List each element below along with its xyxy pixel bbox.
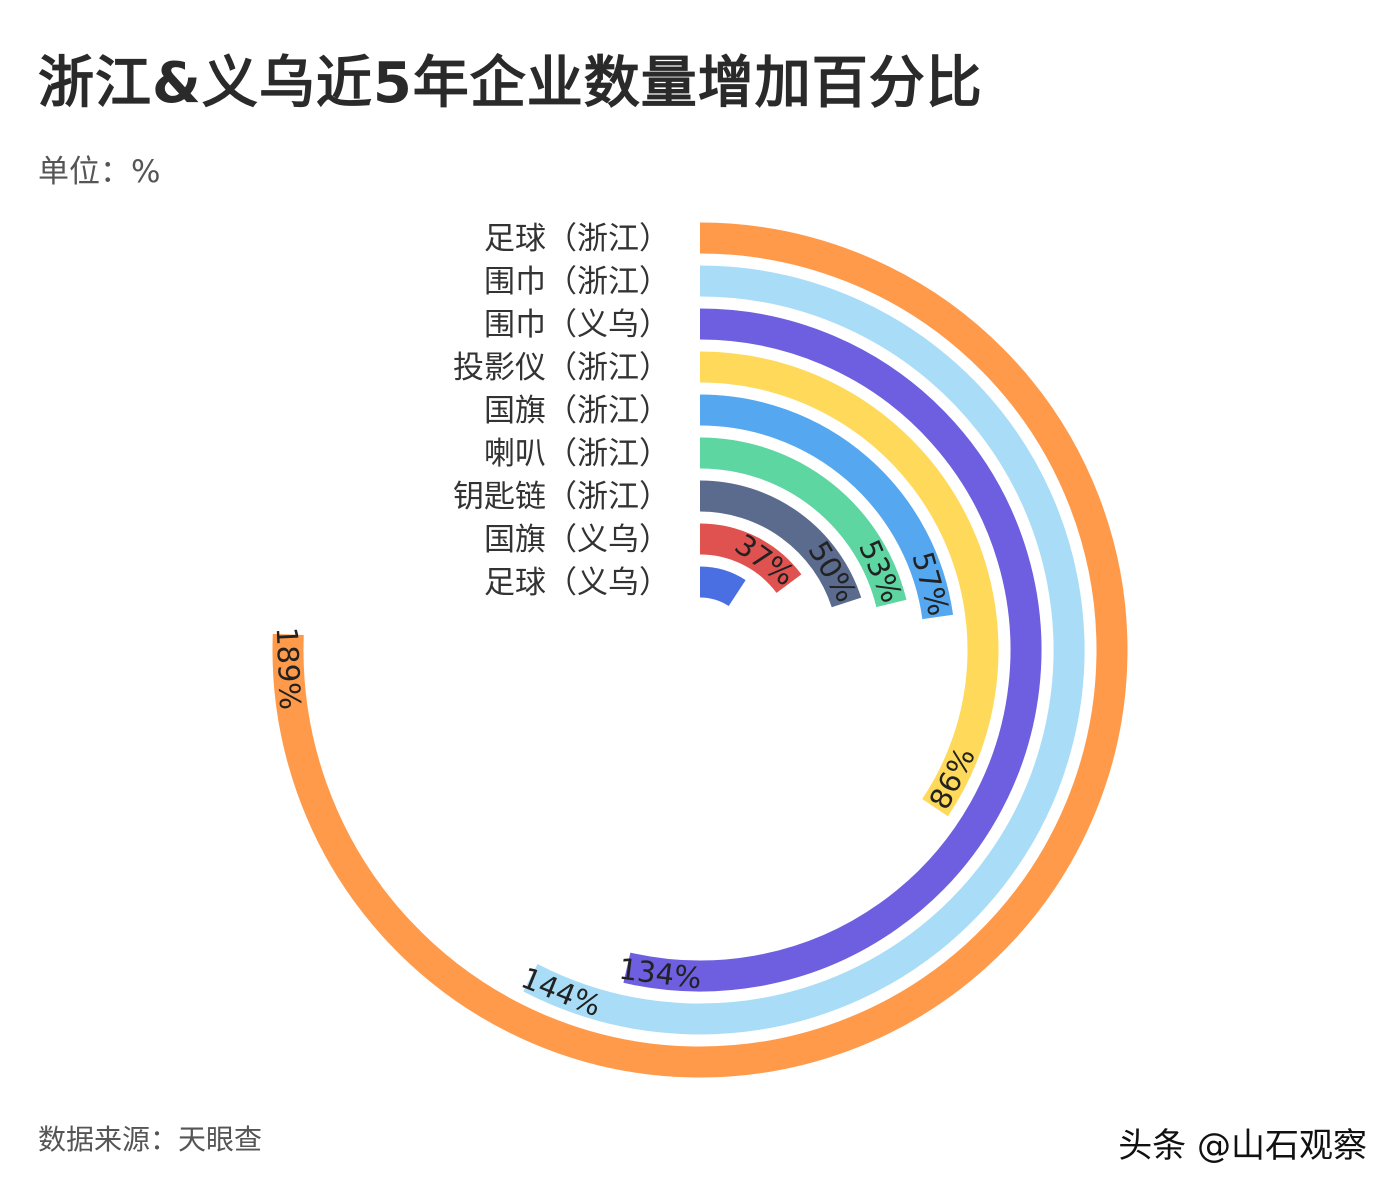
category-label-8: 足球（义乌） <box>484 565 670 601</box>
category-label-5: 喇叭（浙江） <box>484 436 670 472</box>
radial-bar-3 <box>699 351 999 817</box>
category-label-3: 投影仪（浙江） <box>453 350 670 386</box>
watermark: 头条 @山石观察 <box>1118 1126 1367 1166</box>
value-label-2: 134% <box>617 952 703 996</box>
value-label-0: 189% <box>270 626 308 710</box>
unit-label: 单位：% <box>38 154 161 190</box>
category-label-4: 国旗（浙江） <box>484 393 670 429</box>
radial-bar-2 <box>623 308 1042 992</box>
category-label-2: 围巾（义乌） <box>484 307 670 343</box>
value-label-4: 57% <box>905 548 955 619</box>
category-label-7: 国旗（义乌） <box>484 522 670 558</box>
category-label-1: 围巾（浙江） <box>484 264 670 300</box>
radial-bar-8 <box>699 566 746 607</box>
radial-bar-0 <box>272 222 1128 1078</box>
category-label-6: 钥匙链（浙江） <box>453 479 670 515</box>
radial-bar-6 <box>699 480 862 608</box>
radial-bar-5 <box>699 437 907 608</box>
category-label-0: 足球（浙江） <box>484 221 670 257</box>
radial-bar-1 <box>523 265 1085 1035</box>
radial-bar-7 <box>699 523 802 594</box>
chart-title: 浙江&义乌近5年企业数量增加百分比 <box>38 51 983 116</box>
data-source: 数据来源：天眼查 <box>38 1123 263 1156</box>
radial-bar-4 <box>699 394 954 620</box>
